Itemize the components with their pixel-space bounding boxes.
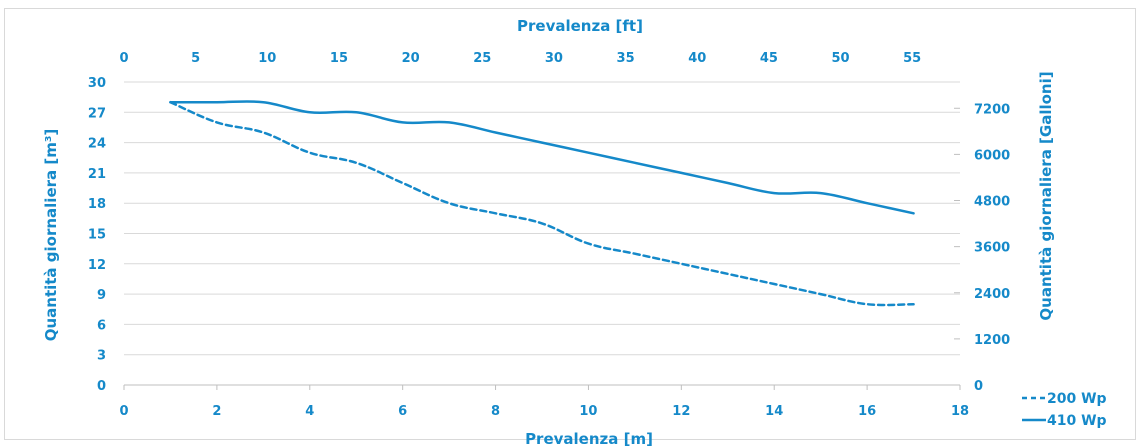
y-right-axis-title: Quantità giornaliera [Galloni] [1037, 71, 1055, 320]
x-bottom-tick-label: 0 [119, 404, 128, 419]
x-bottom-tick-label: 2 [212, 404, 221, 419]
x-top-tick-label: 40 [688, 51, 706, 66]
y-right-tick-label: 4800 [974, 195, 1010, 210]
chart-frame [4, 8, 1136, 440]
series-line-410-wp [169, 100, 915, 215]
x-bottom-tick-label: 10 [579, 404, 597, 419]
y-right-tick-label: 0 [974, 379, 983, 394]
x-top-tick-label: 30 [545, 51, 563, 66]
y-left-tick-label: 9 [97, 288, 106, 303]
x-bottom-tick-label: 14 [765, 404, 783, 419]
legend-label: 200 Wp [1047, 391, 1107, 407]
y-right-tick-label: 6000 [974, 148, 1010, 163]
y-left-tick-label: 27 [88, 106, 106, 121]
y-left-tick-label: 0 [97, 379, 106, 394]
x-top-tick-label: 55 [903, 51, 921, 66]
series-line-200-wp [169, 100, 915, 307]
legend: 200 Wp 410 Wp [1022, 391, 1107, 429]
grid-lines [124, 81, 960, 356]
x-bottom-tick-label: 8 [491, 404, 500, 419]
x-top-tick-label: 15 [330, 51, 348, 66]
y-left-tick-label: 6 [97, 318, 106, 333]
x-top-tick-label: 25 [473, 51, 491, 66]
y-left-tick-label: 12 [88, 258, 106, 273]
y-left-axis-title: Quantità giornaliera [m³] [42, 129, 60, 342]
x-top-tick-label: 0 [119, 51, 128, 66]
series-lines [169, 100, 915, 307]
y-right-tick-label: 1200 [974, 333, 1010, 348]
y-right-tick-label: 3600 [974, 241, 1010, 256]
y-left-tick-label: 3 [97, 349, 106, 364]
x-bottom-tick-label: 6 [398, 404, 407, 419]
x-bottom-tick-label: 16 [858, 404, 876, 419]
y-right-tick-label: 2400 [974, 287, 1010, 302]
x-bottom-tick-label: 18 [951, 404, 969, 419]
y-left-tick-label: 24 [88, 137, 106, 152]
axes [123, 107, 961, 390]
y-left-tick-label: 30 [88, 76, 106, 91]
y-right-tick-label: 7200 [974, 102, 1010, 117]
x-bottom-tick-label: 4 [305, 404, 314, 419]
y-left-tick-label: 21 [88, 167, 106, 182]
x-top-tick-label: 5 [191, 51, 200, 66]
x-top-tick-label: 20 [402, 51, 420, 66]
x-top-axis-title: Prevalenza [ft] [517, 17, 643, 35]
x-top-tick-label: 10 [258, 51, 276, 66]
y-left-tick-label: 15 [88, 228, 106, 243]
x-top-tick-label: 50 [831, 51, 849, 66]
legend-label: 410 Wp [1047, 413, 1107, 429]
x-bottom-axis-title: Prevalenza [m] [525, 430, 653, 448]
y-left-tick-label: 18 [88, 197, 106, 212]
x-top-tick-label: 45 [760, 51, 778, 66]
x-bottom-tick-label: 12 [672, 404, 690, 419]
x-top-tick-label: 35 [617, 51, 635, 66]
